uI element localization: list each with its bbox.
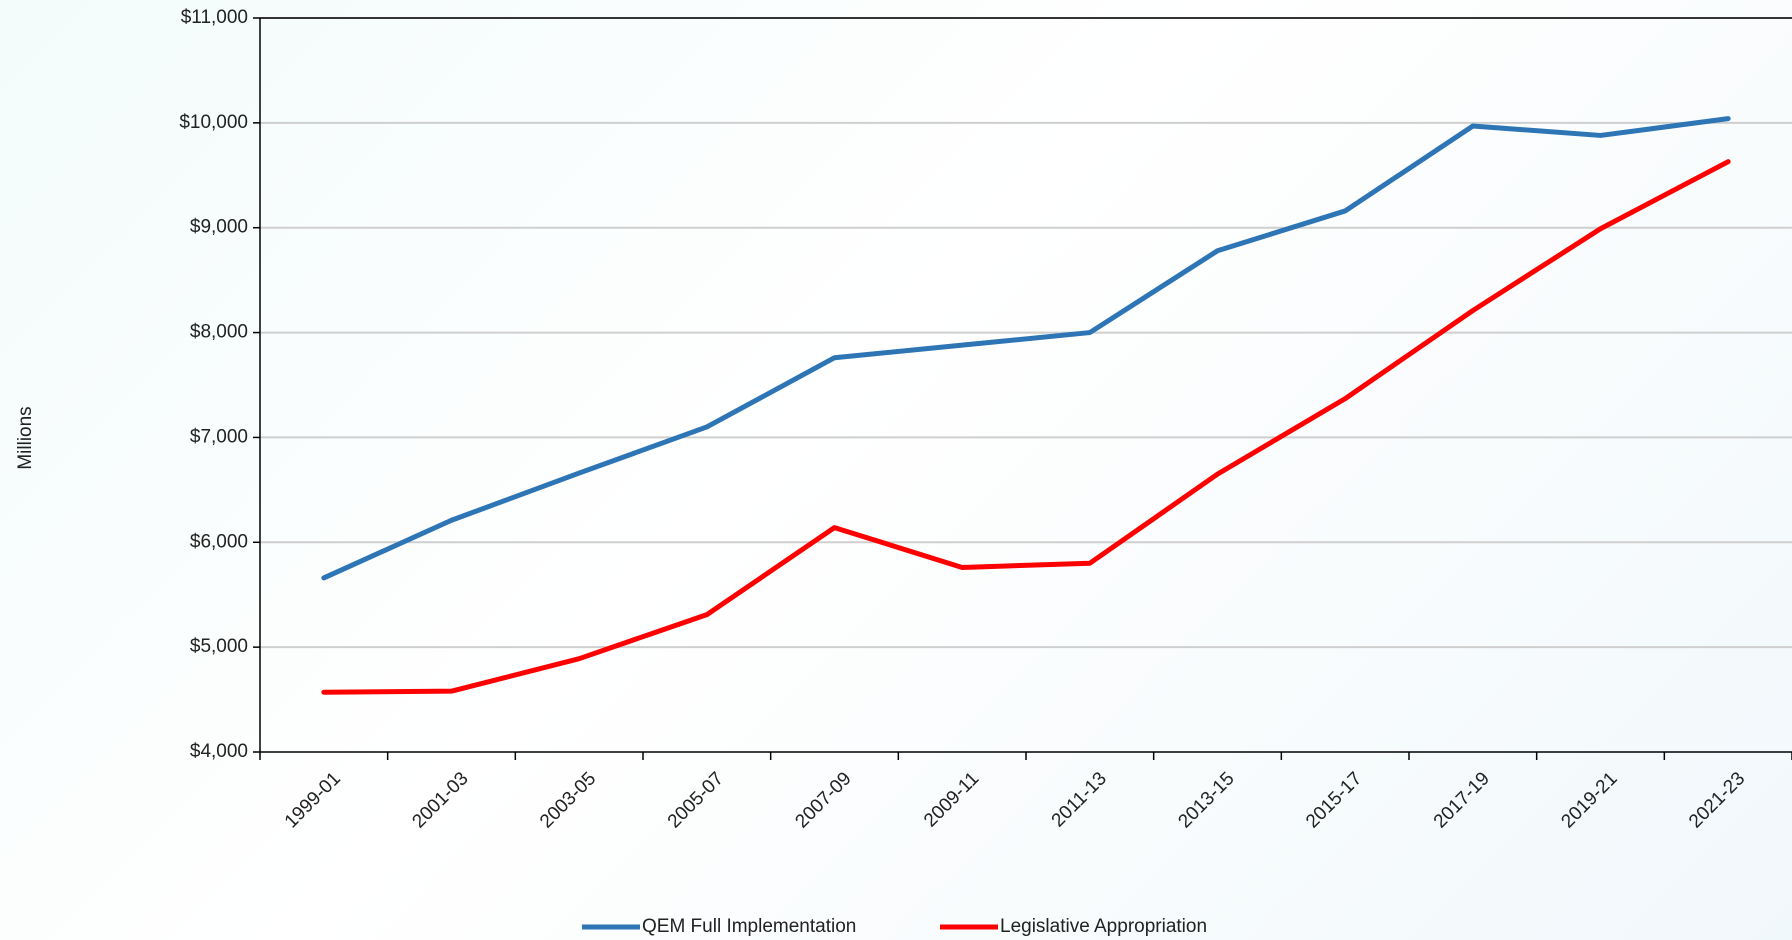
x-tick-label: 2005-07	[664, 768, 728, 832]
y-tick-label: $5,000	[190, 636, 248, 657]
y-tick-label: $7,000	[190, 426, 248, 447]
y-tick-label: $4,000	[190, 741, 248, 762]
x-tick-label: 2015-17	[1302, 768, 1366, 832]
series-line	[321, 159, 1731, 695]
y-tick-label: $8,000	[190, 322, 248, 343]
x-tick-label: 2013-15	[1174, 768, 1238, 832]
x-tick-label: 2021-23	[1685, 768, 1749, 832]
y-axis-label: Millions	[15, 406, 36, 469]
x-tick-label: 2007-09	[791, 768, 855, 832]
legend-label: QEM Full Implementation	[642, 916, 856, 937]
x-tick-label: 2011-13	[1048, 768, 1111, 831]
x-tick-label: 2019-21	[1557, 768, 1621, 832]
x-tick-label: 2009-11	[920, 768, 983, 831]
y-tick-label: $11,000	[181, 7, 248, 28]
y-tick-label: $6,000	[190, 531, 248, 552]
x-tick-label: 2017-19	[1430, 768, 1494, 832]
x-tick-label: 2001-03	[408, 768, 472, 832]
y-tick-label: $9,000	[190, 217, 248, 238]
x-tick-label: 1999-01	[281, 768, 345, 832]
x-tick-label: 2003-05	[536, 768, 600, 832]
y-tick-label: $10,000	[179, 112, 248, 133]
series-line	[321, 116, 1731, 581]
legend-label: Legislative Appropriation	[1000, 916, 1207, 937]
